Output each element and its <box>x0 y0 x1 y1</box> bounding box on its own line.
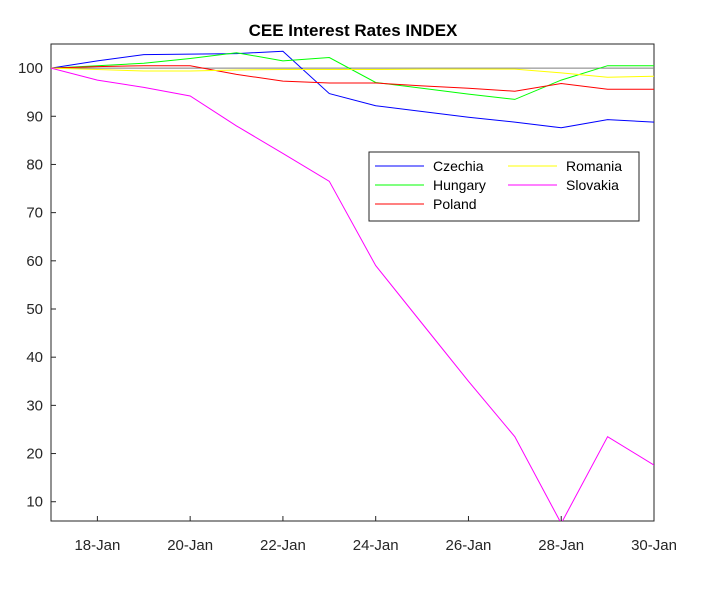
series-line-czechia <box>51 50 654 129</box>
y-tick-label: 60 <box>26 253 43 270</box>
series-line-hungary <box>51 52 654 100</box>
legend: Czechia Hungary Poland Romania Slovakia <box>368 151 640 222</box>
y-tick-label: 50 <box>26 301 43 318</box>
axes: 10 20 30 40 50 60 70 80 90 100 18-Jan 20-Jan 22-Jan 2… <box>18 43 677 554</box>
legend-label-poland: Poland <box>433 196 477 212</box>
y-tick-label: 80 <box>26 156 43 173</box>
plot-frame <box>50 43 655 522</box>
y-tick-label: 40 <box>26 349 43 366</box>
x-tick-label: 18-Jan <box>74 537 120 554</box>
legend-box <box>368 151 640 222</box>
x-tick-label: 20-Jan <box>167 537 213 554</box>
y-tick-label: 30 <box>26 397 43 414</box>
x-tick-label: 22-Jan <box>260 537 306 554</box>
series-lines <box>51 50 654 521</box>
x-tick-label: 28-Jan <box>538 537 584 554</box>
x-tick-label: 26-Jan <box>446 537 492 554</box>
legend-label-romania: Romania <box>566 158 622 174</box>
chart-title: CEE Interest Rates INDEX <box>249 21 458 40</box>
y-tick-label: 20 <box>26 446 43 463</box>
legend-label-hungary: Hungary <box>433 177 486 193</box>
series-line-slovakia <box>51 67 654 521</box>
y-tick-label: 90 <box>26 108 43 125</box>
series-line-poland <box>51 65 654 92</box>
y-tick-label: 10 <box>26 494 43 511</box>
legend-label-slovakia: Slovakia <box>566 177 619 193</box>
series-line-romania <box>51 67 654 78</box>
legend-label-czechia: Czechia <box>433 158 484 174</box>
x-tick-label: 24-Jan <box>353 537 399 554</box>
y-tick-label: 70 <box>26 205 43 222</box>
y-tick-label: 100 <box>18 60 43 77</box>
x-tick-label: 30-Jan <box>631 537 677 554</box>
